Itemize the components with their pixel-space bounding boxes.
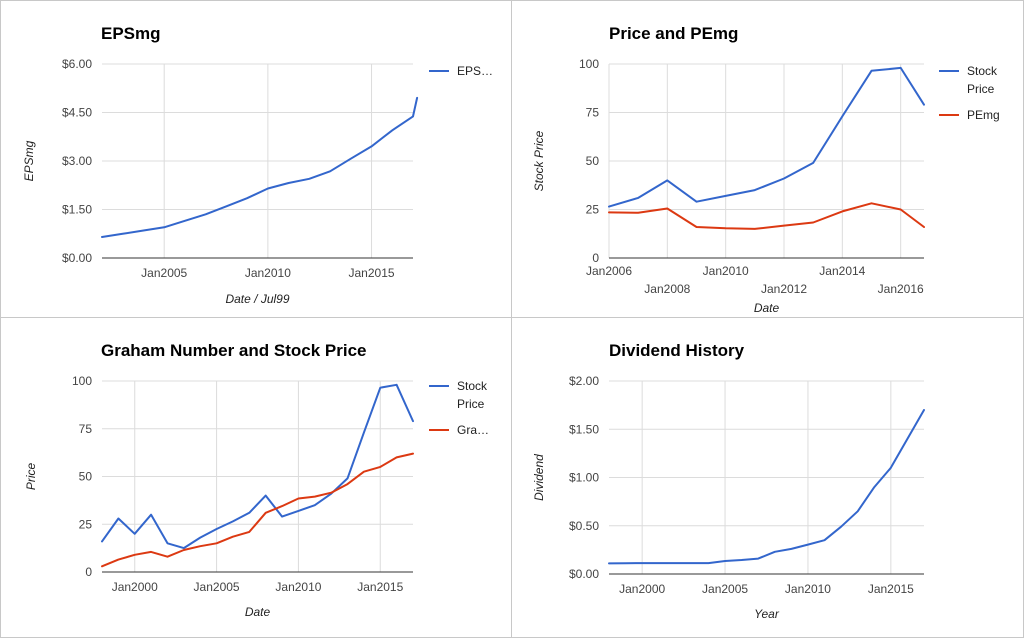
price-pemg-chart: Price and PEmg 0 25 50 75 100 Jan2006 Jan2008 Ja…: [532, 24, 1000, 315]
legend-label-1: PEmg: [967, 108, 1000, 122]
x-tick-label: Jan2005: [702, 582, 748, 596]
y-tick-label: 0: [592, 251, 599, 265]
x-axis-label: Date: [754, 301, 780, 315]
dividend-chart-panel: Dividend History $0.00 $0.50 $1.00 $1.50 $2.0…: [511, 317, 1024, 638]
y-tick-label: 75: [586, 106, 600, 120]
y-axis-label: Dividend: [532, 454, 546, 501]
x-tick-label: Jan2015: [868, 582, 914, 596]
y-tick-label: $3.00: [62, 154, 92, 168]
y-tick-label: $1.50: [569, 422, 599, 436]
y-tick-label: 25: [586, 203, 600, 217]
x-tick-label: Jan2012: [761, 282, 807, 296]
series-line-0: [608, 409, 925, 565]
y-tick-label: $1.00: [569, 471, 599, 485]
y-tick-label: 50: [79, 470, 93, 484]
series-line-0: [608, 66, 925, 208]
x-tick-label: Jan2015: [349, 266, 395, 280]
graham-chart: Graham Number and Stock Price 0 25 50 75 100 J…: [24, 341, 489, 619]
x-tick-label: Jan2010: [275, 580, 321, 594]
x-tick-label: Jan2006: [586, 264, 632, 278]
y-tick-label: $0.50: [569, 519, 599, 533]
y-axis-label: Price: [24, 463, 38, 491]
y-tick-label: 75: [79, 422, 93, 436]
y-tick-label: $1.50: [62, 203, 92, 217]
legend-label-0: Stock: [967, 64, 998, 78]
y-axis-label: Stock Price: [532, 130, 546, 191]
x-tick-label: Jan2016: [878, 282, 924, 296]
x-tick-label: Jan2008: [644, 282, 690, 296]
y-tick-label: $4.50: [62, 106, 92, 120]
chart-title: Graham Number and Stock Price: [101, 341, 366, 360]
series-line-0: [101, 96, 419, 238]
legend-label-1: Gra…: [457, 423, 489, 437]
chart-title: EPSmg: [101, 24, 161, 43]
x-axis-label: Date: [245, 605, 271, 619]
x-tick-label: Jan2010: [703, 264, 749, 278]
legend-label-0: Price: [457, 397, 485, 411]
y-tick-label: 50: [586, 154, 600, 168]
eps-chart-panel: EPSmg $0.00 $1.50 $3.00 $4.50 $6.00 Jan2005 Jan…: [0, 0, 512, 318]
y-tick-label: $2.00: [569, 374, 599, 388]
x-tick-label: Jan2010: [785, 582, 831, 596]
y-tick-label: 100: [72, 374, 92, 388]
dividend-chart: Dividend History $0.00 $0.50 $1.00 $1.50 $2.0…: [532, 341, 925, 621]
x-tick-label: Jan2010: [245, 266, 291, 280]
series-line-1: [101, 452, 414, 568]
x-tick-label: Jan2005: [141, 266, 187, 280]
legend-label-0: Stock: [457, 379, 488, 393]
legend-label-0: Price: [967, 82, 995, 96]
x-axis-label: Date / Jul99: [225, 292, 289, 306]
y-axis-label: EPSmg: [22, 140, 36, 181]
chart-title: Price and PEmg: [609, 24, 738, 43]
series-line-0: [101, 383, 414, 550]
series-line-1: [608, 202, 925, 230]
chart-title: Dividend History: [609, 341, 745, 360]
y-tick-label: $6.00: [62, 57, 92, 71]
x-tick-label: Jan2000: [112, 580, 158, 594]
y-tick-label: $0.00: [62, 251, 92, 265]
y-tick-label: $0.00: [569, 567, 599, 581]
eps-chart: EPSmg $0.00 $1.50 $3.00 $4.50 $6.00 Jan2005 Jan…: [22, 24, 493, 306]
x-axis-label: Year: [754, 607, 780, 621]
x-tick-label: Jan2015: [357, 580, 403, 594]
legend-label-0: EPS…: [457, 64, 493, 78]
y-tick-label: 100: [579, 57, 599, 71]
y-tick-label: 25: [79, 517, 93, 531]
graham-chart-panel: Graham Number and Stock Price 0 25 50 75 100 J…: [0, 317, 512, 638]
x-tick-label: Jan2000: [619, 582, 665, 596]
price-pemg-chart-panel: Price and PEmg 0 25 50 75 100 Jan2006 Jan2008 Ja…: [511, 0, 1024, 318]
x-tick-label: Jan2005: [194, 580, 240, 594]
y-tick-label: 0: [85, 565, 92, 579]
x-tick-label: Jan2014: [819, 264, 865, 278]
